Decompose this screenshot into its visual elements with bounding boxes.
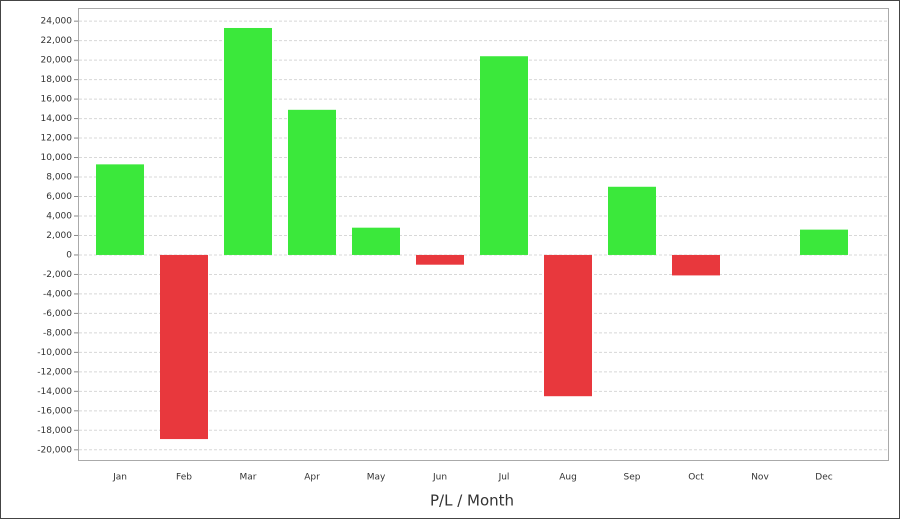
y-tick-label: 16,000 xyxy=(41,95,73,105)
x-tick-label: Nov xyxy=(751,473,769,483)
x-tick-label: Aug xyxy=(559,473,577,483)
y-tick-label: 12,000 xyxy=(41,134,73,144)
x-tick-label: Feb xyxy=(176,473,192,483)
y-tick-label: 4,000 xyxy=(46,211,72,221)
y-tick-label: 2,000 xyxy=(46,231,72,241)
x-tick-label: Dec xyxy=(815,473,832,483)
x-tick-label: Jun xyxy=(432,473,447,483)
y-tick-label: -12,000 xyxy=(37,367,72,377)
y-tick-label: -8,000 xyxy=(43,328,72,338)
y-tick-label: -20,000 xyxy=(37,445,72,455)
bar xyxy=(800,229,848,255)
y-tick-label: -10,000 xyxy=(37,348,72,358)
y-tick-label: -14,000 xyxy=(37,387,72,397)
bar xyxy=(480,56,528,255)
bar xyxy=(288,109,336,255)
bar xyxy=(416,254,464,265)
bar xyxy=(160,254,208,440)
x-tick-label: Jul xyxy=(498,473,510,483)
y-tick-label: 22,000 xyxy=(41,36,73,46)
y-tick-label: 0 xyxy=(66,250,72,260)
bar xyxy=(224,27,272,255)
x-tick-label: May xyxy=(367,473,386,483)
bar xyxy=(352,227,400,255)
y-tick-label: -2,000 xyxy=(43,270,72,280)
x-tick-label: Sep xyxy=(624,473,641,483)
x-tick-label: Mar xyxy=(240,473,257,483)
y-tick-label: 8,000 xyxy=(46,173,72,183)
y-tick-label: -16,000 xyxy=(37,406,72,416)
y-tick-label: 24,000 xyxy=(41,17,73,27)
bar xyxy=(608,186,656,255)
bar xyxy=(544,254,592,397)
x-tick-label: Apr xyxy=(304,473,320,483)
x-tick-label: Jan xyxy=(112,473,127,483)
y-tick-label: 14,000 xyxy=(41,114,73,124)
y-tick-label: 18,000 xyxy=(41,75,73,85)
y-tick-label: 10,000 xyxy=(41,153,73,163)
bar xyxy=(672,254,720,276)
y-tick-label: 20,000 xyxy=(41,56,73,66)
y-tick-label: -18,000 xyxy=(37,426,72,436)
y-tick-label: 6,000 xyxy=(46,192,72,202)
bar xyxy=(96,164,144,255)
y-tick-label: -4,000 xyxy=(43,289,72,299)
x-tick-label: Oct xyxy=(688,473,704,483)
x-axis-title: P/L / Month xyxy=(430,492,514,510)
y-tick-label: -6,000 xyxy=(43,309,72,319)
